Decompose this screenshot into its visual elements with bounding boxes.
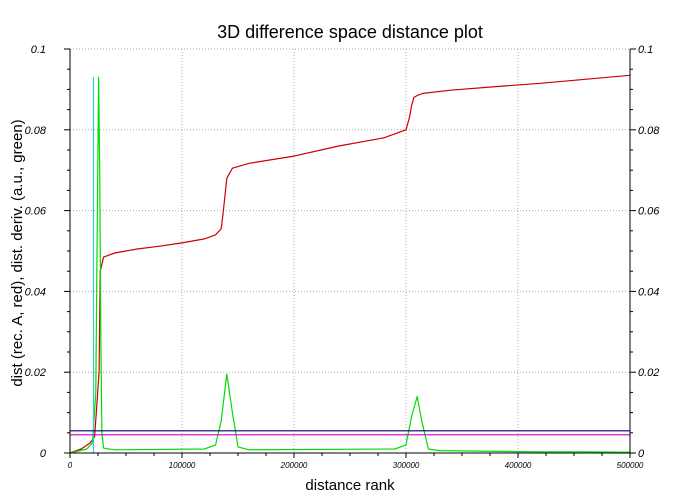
x-tick-label: 100000 [169, 461, 196, 470]
chart-title: 3D difference space distance plot [217, 22, 483, 42]
y-tick-label-right: 0.1 [638, 44, 653, 56]
y-tick-label-right: 0.06 [638, 206, 660, 218]
y-tick-label-left: 0.02 [25, 367, 46, 379]
x-tick-label: 500000 [617, 461, 644, 470]
y-axis-label: dist (rec. A, red), dist. deriv. (a.u., … [9, 119, 26, 386]
y-tick-label-left: 0.06 [25, 206, 47, 218]
series-line-0 [69, 74, 631, 454]
x-tick-label: 0 [68, 461, 73, 470]
y-tick-label-right: 0.02 [638, 367, 659, 379]
y-tick-label-left: 0.04 [25, 286, 46, 298]
y-tick-label-right: 0.08 [638, 125, 660, 137]
x-tick-label: 400000 [505, 461, 532, 470]
x-axis-label: distance rank [305, 477, 395, 494]
grid [70, 48, 630, 453]
series-line-1 [69, 76, 631, 454]
series-layer [69, 74, 631, 454]
y-tick-label-left: 0.1 [31, 44, 46, 56]
axes [64, 48, 636, 458]
y-tick-label-right: 0.04 [638, 286, 659, 298]
y-tick-label-left: 0.08 [25, 125, 47, 137]
x-tick-label: 200000 [280, 461, 308, 470]
y-tick-label-left: 0 [40, 448, 47, 460]
y-tick-label-right: 0 [638, 448, 645, 460]
ticks: 0 0 0.02 0.02 0.04 0.04 0.06 0.06 0.08 0.08 0.1 0.1… [25, 44, 661, 470]
x-tick-label: 300000 [393, 461, 420, 470]
